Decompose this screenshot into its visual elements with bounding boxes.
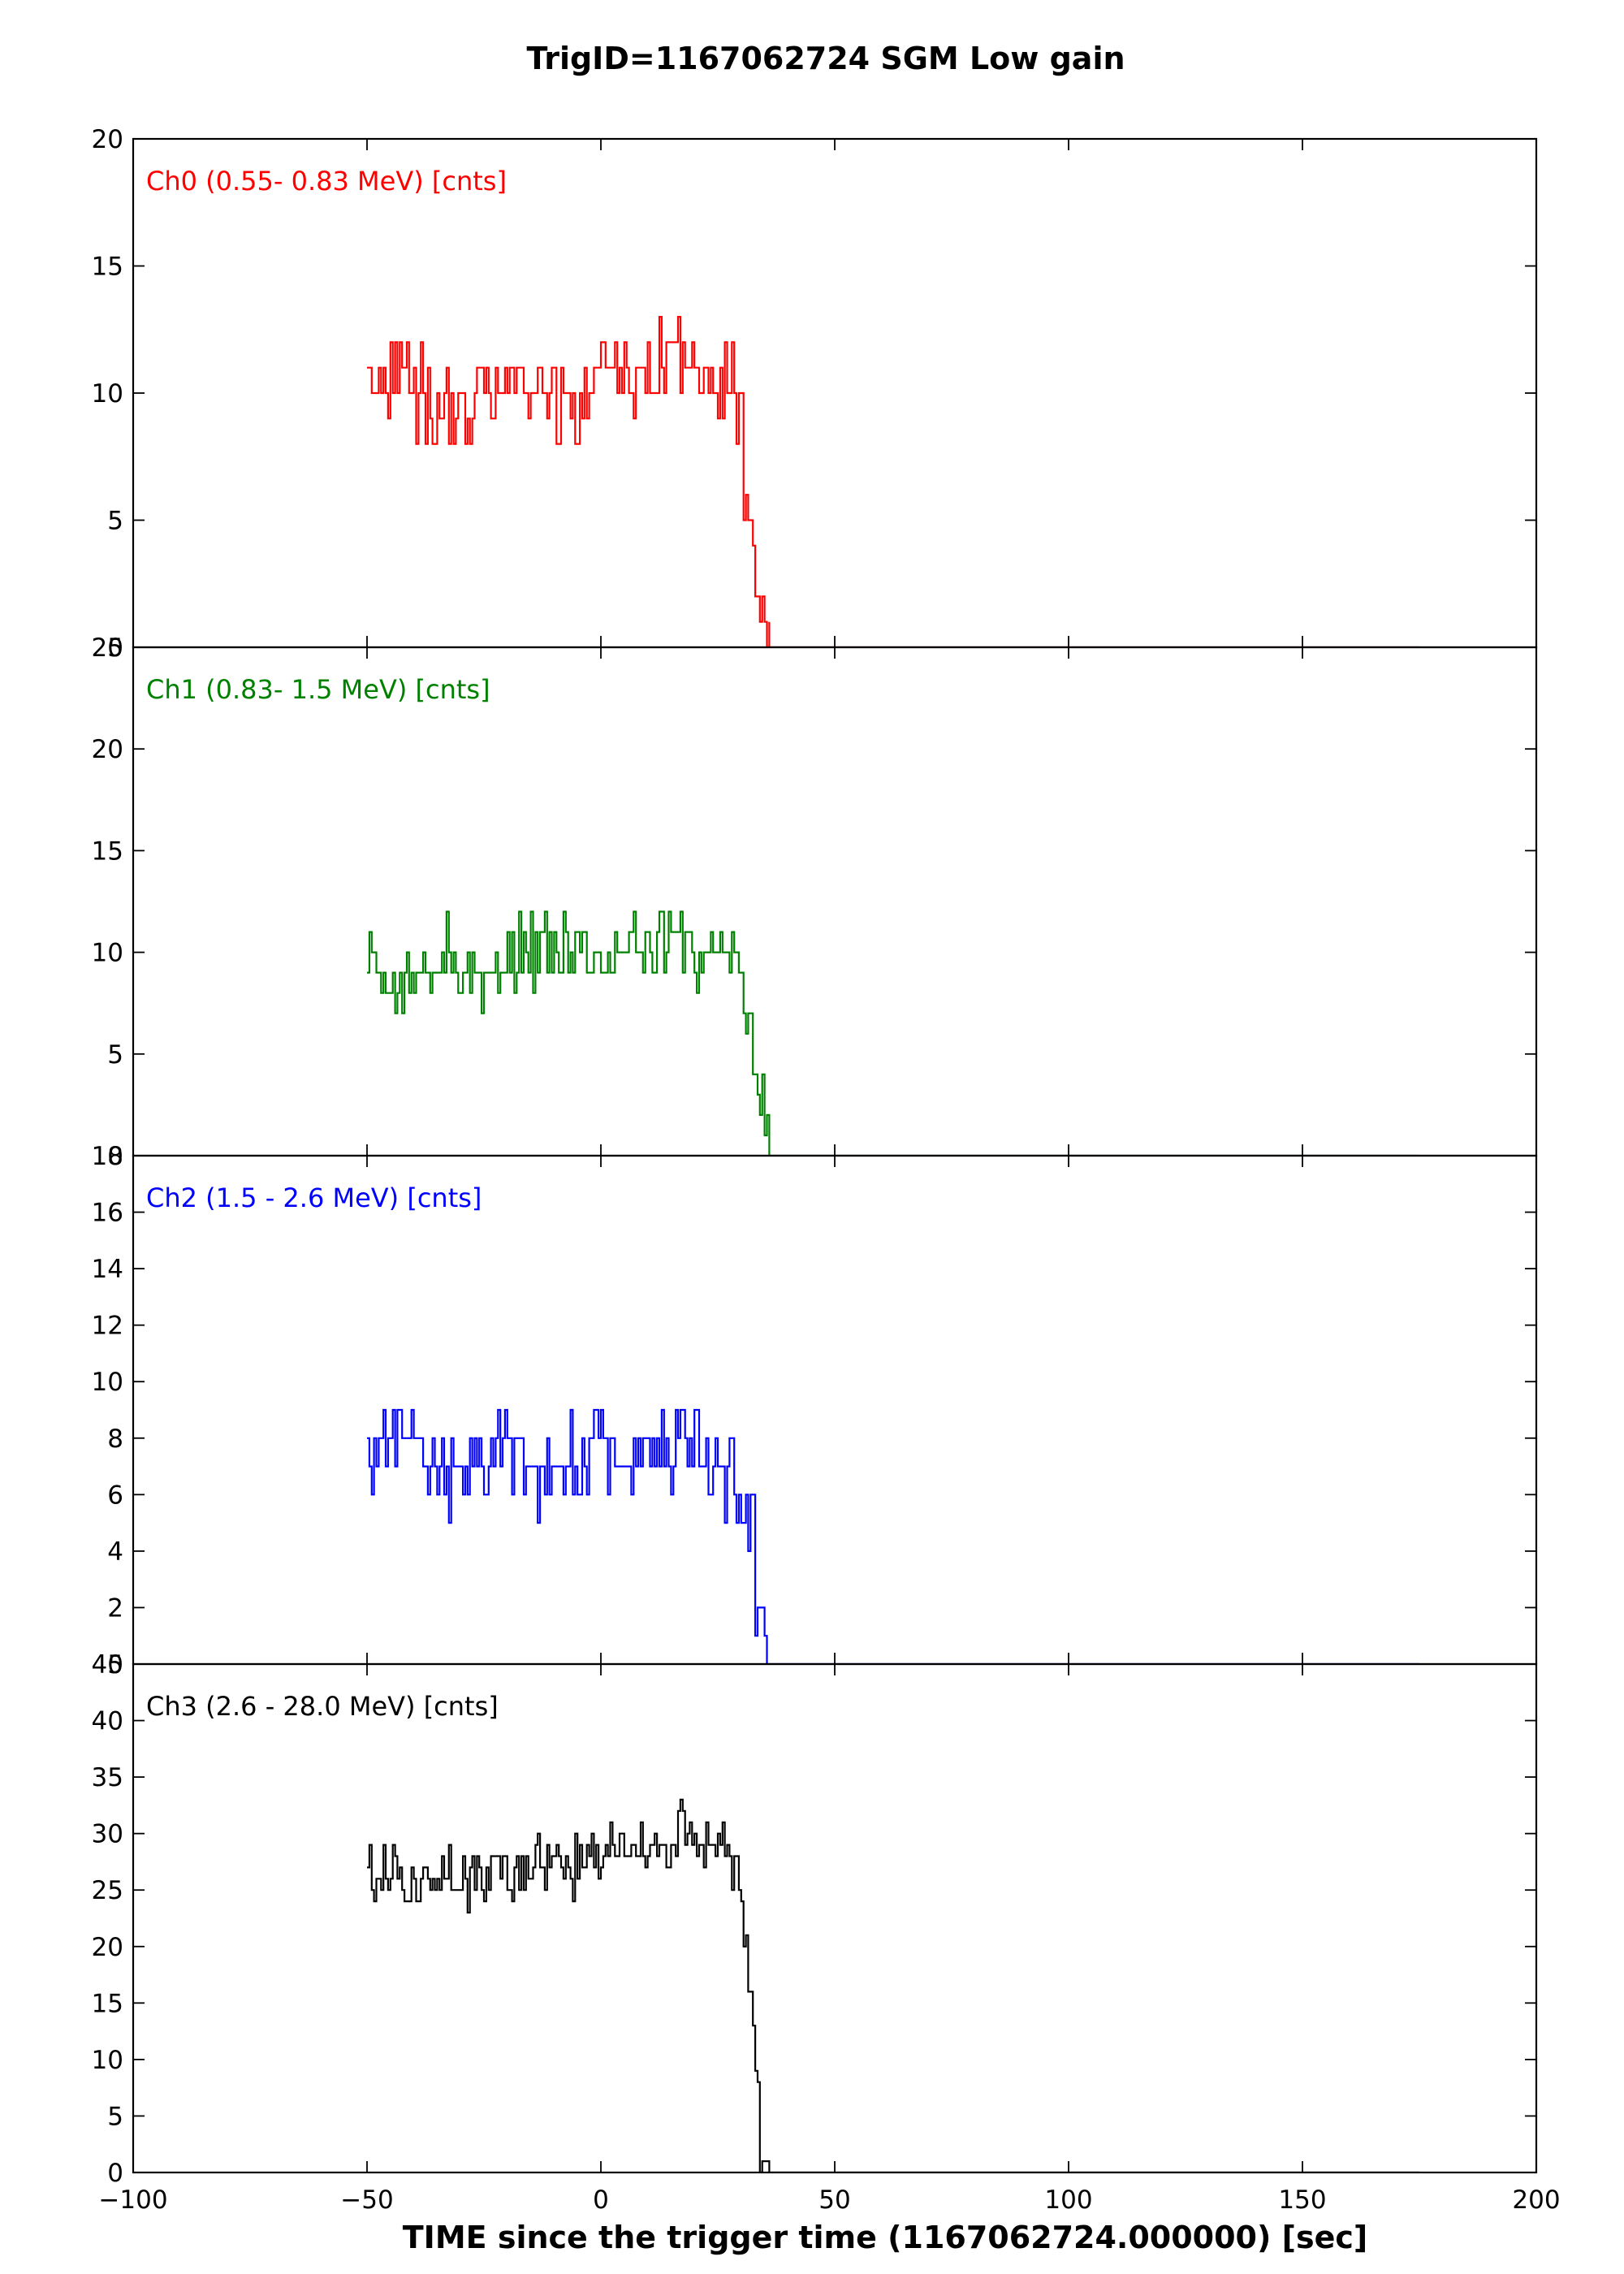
y-tick-label-ch3: 10 (92, 2046, 123, 2075)
series-line-ch2 (367, 1408, 1419, 1664)
channel-label-ch1: Ch1 (0.83- 1.5 MeV) [cnts] (146, 674, 490, 705)
y-tick-label-ch0: 15 (92, 253, 123, 282)
x-tick-label: −100 (98, 2185, 167, 2215)
y-tick-label-ch3: 0 (107, 2159, 123, 2188)
y-tick-label-ch2: 10 (92, 1368, 123, 1397)
x-tick-label: 0 (593, 2185, 609, 2215)
x-tick-label: 50 (818, 2185, 850, 2215)
y-tick-label-ch2: 2 (107, 1593, 123, 1623)
y-tick-label-ch3: 5 (107, 2102, 123, 2131)
series-line-ch0 (367, 316, 1419, 647)
y-tick-label-ch1: 10 (92, 939, 123, 968)
y-tick-label-ch1: 15 (92, 837, 123, 866)
panel-ch1: 0 5 10 15 20 25 Ch1 (0.83- 1.5 MeV) [cnts] (92, 633, 1538, 1171)
y-tick-label-ch3: 15 (92, 1989, 123, 2018)
chart-title: TrigID=1167062724 SGM Low gain (526, 41, 1125, 76)
y-tick-label-ch2: 6 (107, 1481, 123, 1510)
y-tick-label-ch1: 25 (92, 633, 123, 663)
x-tick-label: 200 (1512, 2185, 1560, 2215)
y-tick-label-ch0: 10 (92, 379, 123, 409)
y-tick-label-ch2: 14 (92, 1255, 123, 1284)
channel-label-ch2: Ch2 (1.5 - 2.6 MeV) [cnts] (146, 1182, 482, 1213)
panel-ch3: 0 5 10 15 20 25 30 35 40 45 Ch3 (2.6 - 28.0 MeV) [… (92, 1650, 1538, 2188)
y-tick-label-ch2: 0 (107, 1650, 123, 1680)
x-tick-label: 100 (1044, 2185, 1092, 2215)
y-tick-label-ch2: 8 (107, 1424, 123, 1454)
y-tick-label-ch1: 5 (107, 1040, 123, 1070)
series-line-ch3 (367, 1798, 1419, 2172)
x-tick-label: −50 (340, 2185, 393, 2215)
channel-label-ch3: Ch3 (2.6 - 28.0 MeV) [cnts] (146, 1691, 499, 1722)
y-tick-label-ch2: 4 (107, 1537, 123, 1567)
y-tick-label-ch3: 40 (92, 1707, 123, 1736)
y-tick-label-ch2: 12 (92, 1312, 123, 1341)
series-line-ch1 (367, 910, 1419, 1156)
y-tick-label-ch3: 35 (92, 1763, 123, 1792)
y-tick-label-ch3: 30 (92, 1820, 123, 1849)
x-axis: −100 −50 0 50 100 150 200 (98, 2185, 1560, 2215)
y-tick-label-ch1: 0 (107, 1142, 123, 1171)
y-tick-label-ch3: 25 (92, 1876, 123, 1905)
y-tick-label-ch3: 20 (92, 1933, 123, 1962)
x-axis-label: TIME since the trigger time (1167062724.… (403, 2220, 1367, 2255)
x-tick-label: 150 (1278, 2185, 1326, 2215)
y-tick-label-ch1: 20 (92, 735, 123, 764)
y-tick-label-ch2: 16 (92, 1199, 123, 1228)
y-tick-label-ch3: 45 (92, 1650, 123, 1680)
y-tick-label-ch0: 20 (92, 125, 123, 154)
y-tick-label-ch2: 18 (92, 1142, 123, 1171)
y-tick-label-ch0: 0 (107, 633, 123, 663)
channel-label-ch0: Ch0 (0.55- 0.83 MeV) [cnts] (146, 166, 507, 197)
y-tick-label-ch0: 5 (107, 507, 123, 536)
